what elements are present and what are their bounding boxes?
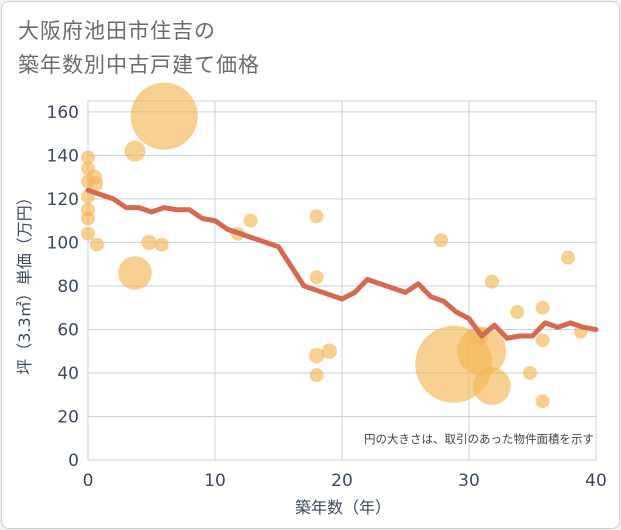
bubble: [118, 256, 152, 290]
bubble: [81, 150, 95, 165]
bubble: [561, 250, 576, 265]
bubble: [472, 367, 511, 405]
bubble: [321, 343, 337, 359]
bubble: [141, 234, 157, 251]
bubble: [81, 211, 95, 226]
bubble: [535, 394, 550, 409]
chart-title-line2: 築年数別中古戸建て価格: [18, 53, 260, 77]
y-tick-label: 160: [47, 103, 79, 123]
y-tick-label: 40: [57, 364, 79, 384]
x-tick-label: 20: [331, 471, 353, 491]
bubble: [154, 237, 169, 252]
y-tick-label: 20: [57, 407, 79, 427]
axis-ticks: 0 10 20 30 40 0 20 40 60 80 100 120 140 160: [47, 103, 607, 491]
x-tick-label: 10: [204, 471, 226, 491]
bubble: [81, 226, 95, 241]
bubble-series: [81, 82, 588, 409]
bubble: [309, 209, 324, 224]
bubble: [87, 175, 104, 192]
x-tick-label: 40: [585, 471, 607, 491]
bubble: [130, 82, 198, 150]
y-axis-label: 坪（3.3㎡）単価（万円）: [15, 189, 34, 374]
bubble: [434, 233, 449, 248]
bubble: [309, 368, 324, 383]
y-tick-label: 0: [68, 451, 79, 471]
size-note: 円の大きさは、取引のあった物件面積を示す: [364, 432, 594, 446]
x-tick-label: 30: [458, 471, 480, 491]
bubble: [484, 274, 499, 289]
bubble: [243, 213, 258, 228]
bubble: [308, 347, 325, 364]
y-tick-label: 100: [47, 233, 79, 253]
chart-title-line1: 大阪府池田市住吉の: [18, 19, 216, 43]
bubble: [522, 365, 537, 380]
bubble: [510, 305, 525, 320]
y-tick-label: 120: [47, 190, 79, 210]
y-tick-label: 60: [57, 320, 79, 340]
grid: [87, 100, 597, 461]
y-tick-label: 140: [47, 146, 79, 166]
bubble: [309, 270, 324, 285]
y-tick-label: 80: [57, 277, 79, 297]
bubble: [89, 237, 104, 252]
bubble: [535, 333, 550, 348]
bubble: [457, 326, 507, 376]
chart-title: 大阪府池田市住吉の 築年数別中古戸建て価格: [18, 14, 260, 82]
bubble: [535, 300, 550, 315]
x-axis-label: 築年数（年）: [295, 498, 391, 517]
bubble: [124, 140, 146, 162]
trend-line: [85, 187, 599, 341]
x-tick-label: 0: [83, 471, 94, 491]
